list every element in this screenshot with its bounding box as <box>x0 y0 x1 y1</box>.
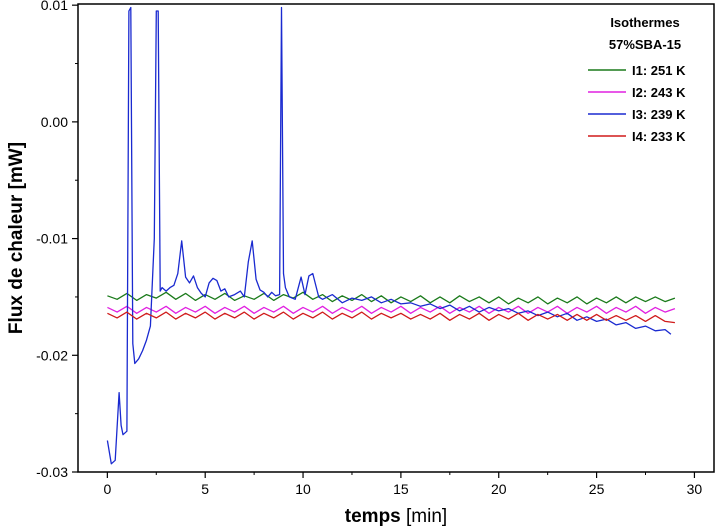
series-line-4 <box>107 311 675 324</box>
x-axis: 0 5 10 15 20 25 30 <box>103 472 702 497</box>
legend-label-1: I1: 251 K <box>632 63 686 78</box>
series-line-1 <box>107 291 676 305</box>
series-line-3 <box>106 6 672 465</box>
y-axis-title: Flux de chaleur [mW] <box>6 142 27 334</box>
y-axis: -0.03 -0.02 -0.01 0.00 0.01 <box>36 0 78 480</box>
series-line-2 <box>107 305 676 314</box>
x-tick-label: 20 <box>491 481 507 497</box>
legend-label-2: I2: 243 K <box>632 85 686 100</box>
y-tick-label: 0.01 <box>41 0 68 13</box>
series-layer <box>106 6 676 465</box>
x-tick-label: 25 <box>589 481 605 497</box>
legend-title-line-1: Isothermes <box>610 15 679 30</box>
x-tick-label: 30 <box>687 481 703 497</box>
plot-area <box>77 3 715 473</box>
y-tick-label: -0.03 <box>36 464 68 480</box>
y-tick-label: -0.01 <box>36 231 68 247</box>
y-tick-label: -0.02 <box>36 347 68 363</box>
x-tick-label: 10 <box>295 481 311 497</box>
legend-title-line-2: 57%SBA-15 <box>609 37 681 52</box>
y-tick-label: 0.00 <box>41 114 68 130</box>
x-tick-label: 15 <box>393 481 409 497</box>
x-axis-title: temps [min] <box>345 506 447 527</box>
x-axis-title-bold: temps <box>345 506 401 527</box>
x-tick-label: 0 <box>103 481 111 497</box>
legend-label-3: I3: 239 K <box>632 107 686 122</box>
x-tick-label: 5 <box>201 481 209 497</box>
legend-entries: I1: 251 K I2: 243 K I3: 239 K I4: 233 K <box>588 63 686 144</box>
plot-frame <box>77 3 715 473</box>
x-axis-title-unit: [min] <box>401 506 447 527</box>
legend: Isothermes 57%SBA-15 I1: 251 KI2: 243 KI… <box>588 15 686 144</box>
legend-label-4: I4: 233 K <box>632 129 686 144</box>
